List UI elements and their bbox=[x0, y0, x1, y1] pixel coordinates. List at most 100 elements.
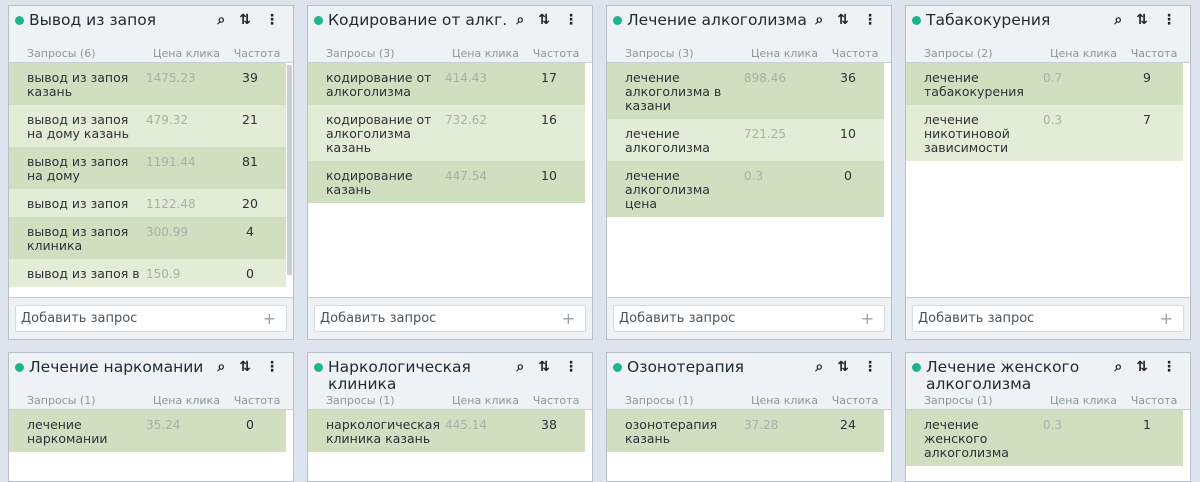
query-row[interactable]: вывод из запоя казань 1475.23 39 bbox=[9, 63, 286, 105]
query-list: лечение алкоголизма в казани 898.46 36 л… bbox=[607, 62, 891, 297]
price-column-header[interactable]: Цена клика bbox=[452, 47, 519, 60]
add-query-input[interactable]: Добавить запрос + bbox=[314, 305, 586, 332]
sort-icon[interactable]: ⇅ bbox=[837, 359, 849, 375]
more-vertical-icon[interactable]: ⋮ bbox=[1162, 359, 1176, 375]
query-list: лечение наркомании 35.24 0 bbox=[9, 409, 293, 481]
more-vertical-icon[interactable]: ⋮ bbox=[863, 359, 877, 375]
sort-icon[interactable]: ⇅ bbox=[239, 12, 251, 28]
queries-count: Запросы (1) bbox=[924, 394, 993, 407]
card-header: Лечение алкоголизма ⌕ ⇅ ⋮ Запросы (3) Цена … bbox=[607, 6, 891, 62]
group-title[interactable]: Лечение женского алкоголизма bbox=[926, 358, 1080, 393]
query-row[interactable]: вывод из запоя на дому казань 479.32 21 bbox=[9, 105, 286, 147]
frequency-column-header[interactable]: Частота bbox=[233, 47, 281, 60]
query-row[interactable]: лечение алкоголизма 721.25 10 bbox=[607, 119, 884, 161]
group-title[interactable]: Табакокурения bbox=[926, 11, 1051, 29]
plus-icon[interactable]: + bbox=[561, 309, 575, 328]
card-header: Вывод из запоя ⌕ ⇅ ⋮ Запросы (6) Цена клика… bbox=[9, 6, 293, 62]
search-icon[interactable]: ⌕ bbox=[1114, 12, 1123, 28]
more-vertical-icon[interactable]: ⋮ bbox=[863, 12, 877, 28]
query-row[interactable]: лечение алкоголизма цена 0.3 0 bbox=[607, 161, 884, 217]
card-header: Наркологическая клиника ⌕ ⇅ ⋮ Запросы (1) Ц… bbox=[308, 353, 592, 409]
search-icon[interactable]: ⌕ bbox=[1114, 359, 1123, 375]
query-row[interactable]: кодирование от алкоголизма 414.43 17 bbox=[308, 63, 585, 105]
status-dot bbox=[15, 363, 24, 372]
price-column-header[interactable]: Цена клика bbox=[153, 47, 220, 60]
group-title[interactable]: Лечение наркомании bbox=[29, 358, 204, 376]
more-vertical-icon[interactable]: ⋮ bbox=[265, 12, 279, 28]
search-icon[interactable]: ⌕ bbox=[217, 359, 226, 375]
query-text: вывод из запоя в bbox=[27, 266, 140, 281]
search-icon[interactable]: ⌕ bbox=[217, 12, 226, 28]
price-column-header[interactable]: Цена клика bbox=[1050, 47, 1117, 60]
search-icon[interactable]: ⌕ bbox=[516, 12, 525, 28]
click-price: 1475.23 bbox=[146, 71, 196, 85]
query-row[interactable]: вывод из запоя на дому 1191.44 81 bbox=[9, 147, 286, 189]
group-title[interactable]: Кодирование от алкг. bbox=[328, 11, 508, 29]
click-price: 0.7 bbox=[1043, 71, 1063, 85]
sort-icon[interactable]: ⇅ bbox=[1136, 359, 1148, 375]
more-vertical-icon[interactable]: ⋮ bbox=[564, 12, 578, 28]
query-text: лечение никотиновой зависимости bbox=[924, 112, 1010, 155]
frequency-column-header[interactable]: Частота bbox=[532, 47, 580, 60]
query-row[interactable]: кодирование от алкоголизма казань 732.62… bbox=[308, 105, 585, 161]
sort-icon[interactable]: ⇅ bbox=[1136, 12, 1148, 28]
query-row[interactable]: вывод из запоя в 150.9 0 bbox=[9, 259, 286, 287]
click-price: 414.43 bbox=[445, 71, 487, 85]
query-row[interactable]: кодирование казань 447.54 10 bbox=[308, 161, 585, 203]
search-icon[interactable]: ⌕ bbox=[815, 359, 824, 375]
price-column-header[interactable]: Цена клика bbox=[1050, 394, 1117, 407]
sort-icon[interactable]: ⇅ bbox=[239, 359, 251, 375]
plus-icon[interactable]: + bbox=[1159, 309, 1173, 328]
frequency-column-header[interactable]: Частота bbox=[532, 394, 580, 407]
sort-icon[interactable]: ⇅ bbox=[538, 359, 550, 375]
plus-icon[interactable]: + bbox=[860, 309, 874, 328]
click-price: 0.3 bbox=[1043, 113, 1063, 127]
query-row[interactable]: вывод из запоя 1122.48 20 bbox=[9, 189, 286, 217]
query-row[interactable]: лечение женского алкоголизма 0.3 1 bbox=[906, 410, 1183, 466]
frequency-column-header[interactable]: Частота bbox=[831, 47, 879, 60]
frequency-column-header[interactable]: Частота bbox=[1130, 47, 1178, 60]
group-title[interactable]: Лечение алкоголизма bbox=[627, 11, 807, 29]
plus-icon[interactable]: + bbox=[262, 309, 276, 328]
group-title[interactable]: Вывод из запоя bbox=[29, 11, 157, 29]
add-query-input[interactable]: Добавить запрос + bbox=[912, 305, 1184, 332]
price-column-header[interactable]: Цена клика bbox=[452, 394, 519, 407]
group-card: Озонотерапия ⌕ ⇅ ⋮ Запросы (1) Цена клика Ча… bbox=[606, 352, 892, 482]
frequency: 16 bbox=[541, 112, 557, 127]
frequency-column-header[interactable]: Частота bbox=[831, 394, 879, 407]
query-row[interactable]: лечение алкоголизма в казани 898.46 36 bbox=[607, 63, 884, 119]
add-query-input[interactable]: Добавить запрос + bbox=[15, 305, 287, 332]
search-icon[interactable]: ⌕ bbox=[516, 359, 525, 375]
price-column-header[interactable]: Цена клика bbox=[751, 47, 818, 60]
sort-icon[interactable]: ⇅ bbox=[538, 12, 550, 28]
more-vertical-icon[interactable]: ⋮ bbox=[265, 359, 279, 375]
frequency-column-header[interactable]: Частота bbox=[233, 394, 281, 407]
query-row[interactable]: лечение наркомании 35.24 0 bbox=[9, 410, 286, 452]
query-row[interactable]: наркологическая клиника казань 445.14 38 bbox=[308, 410, 585, 452]
group-title[interactable]: Наркологическая клиника bbox=[328, 358, 471, 393]
more-vertical-icon[interactable]: ⋮ bbox=[564, 359, 578, 375]
query-text: вывод из запоя клиника bbox=[27, 224, 129, 253]
sort-icon[interactable]: ⇅ bbox=[837, 12, 849, 28]
search-icon[interactable]: ⌕ bbox=[815, 12, 824, 28]
query-row[interactable]: вывод из запоя клиника 300.99 4 bbox=[9, 217, 286, 259]
frequency-column-header[interactable]: Частота bbox=[1130, 394, 1178, 407]
frequency: 0 bbox=[246, 417, 254, 432]
query-text: кодирование от алкоголизма bbox=[326, 70, 432, 99]
add-query-label: Добавить запрос bbox=[320, 311, 437, 326]
frequency: 9 bbox=[1143, 70, 1151, 85]
scrollbar[interactable] bbox=[287, 65, 292, 275]
price-column-header[interactable]: Цена клика bbox=[751, 394, 818, 407]
query-row[interactable]: озонотерапия казань 37.28 24 bbox=[607, 410, 884, 452]
query-row[interactable]: лечение никотиновой зависимости 0.3 7 bbox=[906, 105, 1183, 161]
group-card: Табакокурения ⌕ ⇅ ⋮ Запросы (2) Цена клика Ч… bbox=[905, 5, 1191, 340]
frequency: 0 bbox=[844, 168, 852, 183]
query-row[interactable]: лечение табакокурения 0.7 9 bbox=[906, 63, 1183, 105]
price-column-header[interactable]: Цена клика bbox=[153, 394, 220, 407]
group-title[interactable]: Озонотерапия bbox=[627, 358, 744, 376]
status-dot bbox=[613, 16, 622, 25]
click-price: 150.9 bbox=[146, 267, 181, 281]
add-query-input[interactable]: Добавить запрос + bbox=[613, 305, 885, 332]
more-vertical-icon[interactable]: ⋮ bbox=[1162, 12, 1176, 28]
frequency: 39 bbox=[242, 70, 258, 85]
